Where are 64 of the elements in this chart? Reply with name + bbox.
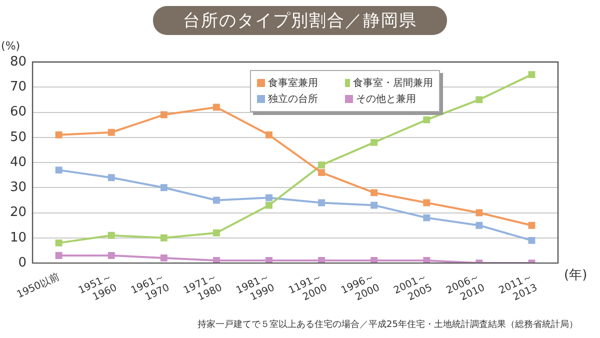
point: [212, 196, 220, 204]
y-tick-label: 50: [10, 130, 27, 145]
x-tick-label: 1981～1990: [234, 272, 276, 304]
x-tick-label: 1951～1960: [76, 272, 119, 304]
point: [423, 199, 430, 206]
point: [370, 257, 378, 264]
point: [370, 189, 378, 196]
point: [266, 194, 272, 202]
point: [318, 169, 326, 176]
point: [266, 131, 272, 138]
point: [528, 71, 536, 78]
y-tick-label: 10: [10, 230, 27, 246]
x-tick-label: 1996～2000: [340, 272, 382, 304]
chart-title: 台所のタイプ別割合／静岡県: [153, 6, 447, 34]
point: [528, 236, 536, 244]
point: [55, 252, 62, 259]
x-tick-label: 1950以前: [14, 270, 62, 301]
point: [108, 252, 115, 259]
y-tick-label: 70: [10, 80, 27, 95]
point: [318, 199, 326, 206]
text: 持家一戸建てで５室以上ある住宅の場合／平成25年住宅・土地統計調査結果（総務省統計局）: [198, 318, 578, 331]
legend-label: 独立の台所: [268, 92, 318, 106]
point: [55, 239, 62, 246]
y-tick-label: 0: [18, 255, 27, 270]
y-tick-label: 30: [10, 180, 27, 196]
y-axis-title: (%): [1, 39, 20, 52]
x-tick-label: 2006～2010: [444, 272, 487, 304]
point: [266, 257, 272, 264]
x-tick-label: 2011～2013: [497, 272, 540, 304]
point: [160, 111, 168, 118]
y-tick-label: 80: [10, 54, 27, 70]
point: [108, 174, 115, 182]
point: [266, 202, 272, 209]
point: [476, 222, 483, 229]
legend-label: その他と兼用: [356, 93, 416, 106]
point: [212, 229, 220, 236]
point: [55, 131, 62, 138]
point: [423, 214, 430, 222]
point: [212, 257, 220, 264]
x-tick-label: 2001～2005: [392, 272, 434, 304]
point: [476, 96, 483, 104]
x-tick-label: 1961～1970: [129, 272, 172, 304]
y-tick-label: 20: [10, 205, 27, 220]
y-tick-label: 40: [10, 154, 27, 170]
legend-label: 食事室・居間兼用: [353, 76, 433, 90]
point: [423, 257, 430, 264]
x-axis-title: (年): [564, 268, 588, 283]
point: [160, 254, 168, 262]
point: [160, 234, 168, 242]
point: [370, 202, 378, 209]
y-tick-label: 60: [10, 104, 27, 120]
point: [55, 166, 62, 174]
point: [318, 162, 326, 169]
legend-label: 食事室兼用: [268, 76, 318, 90]
point: [212, 104, 220, 111]
point: [528, 222, 536, 229]
x-tick-label: 1191～2000: [287, 272, 329, 304]
x-tick-label: 1971～1980: [182, 272, 224, 304]
point: [476, 209, 483, 216]
point: [318, 257, 326, 264]
point: [108, 128, 115, 136]
point: [370, 138, 378, 146]
point: [160, 184, 168, 192]
point: [108, 232, 115, 239]
